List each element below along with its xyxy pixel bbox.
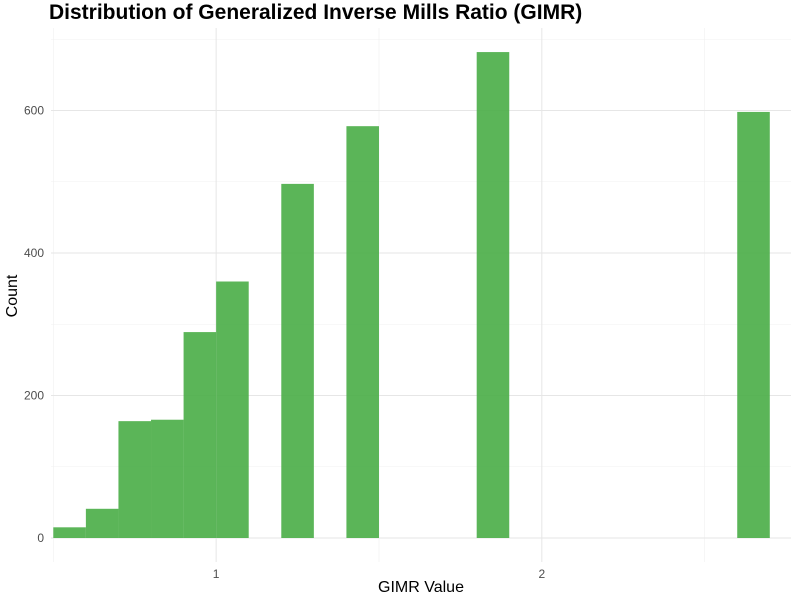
y-tick-label: 200 (24, 389, 44, 403)
y-axis-title: Count (4, 274, 21, 317)
histogram-bar (476, 52, 510, 538)
histogram-bar (118, 421, 152, 538)
y-tick-label: 600 (24, 104, 44, 118)
histogram-bar (281, 183, 314, 538)
x-axis-title: GIMR Value (378, 579, 464, 596)
histogram-bar (183, 332, 217, 538)
major-gridlines (51, 28, 791, 562)
histogram-bar (85, 508, 119, 538)
histogram-bar (346, 126, 379, 539)
y-tick-label: 0 (37, 531, 44, 545)
histogram-bar (53, 527, 86, 538)
y-axis-tick-labels: 0 200 400 600 (24, 104, 44, 546)
histogram-bar (216, 281, 249, 538)
chart-title: Distribution of Generalized Inverse Mill… (49, 1, 583, 24)
histogram-bar (151, 419, 184, 538)
y-tick-label: 400 (24, 246, 44, 260)
x-tick-label: 1 (213, 567, 220, 581)
x-tick-label: 2 (538, 567, 545, 581)
histogram-bars (53, 52, 770, 539)
histogram-bar (737, 111, 770, 539)
